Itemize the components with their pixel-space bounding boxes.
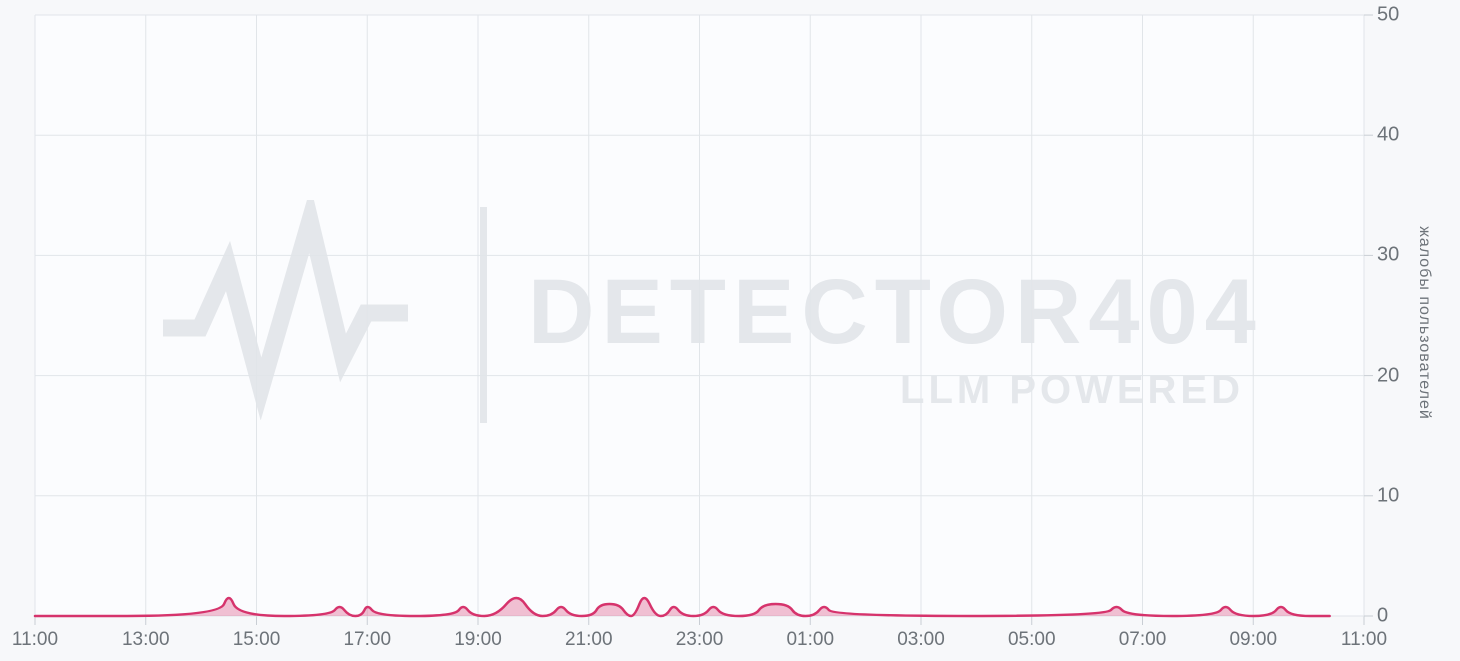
x-tick-label: 21:00	[564, 629, 613, 650]
x-tick-label: 09:00	[1229, 629, 1278, 650]
y-tick-label: 40	[1377, 123, 1400, 146]
y-tick-label: 10	[1377, 484, 1400, 507]
x-tick-label: 01:00	[786, 629, 835, 650]
x-tick-label: 11:00	[11, 629, 59, 650]
x-tick-label: 07:00	[1118, 629, 1167, 650]
y-tick-label: 20	[1377, 364, 1400, 387]
x-tick-label: 15:00	[232, 629, 281, 650]
x-tick-label: 13:00	[121, 629, 170, 650]
x-tick-label: 17:00	[343, 629, 392, 650]
x-tick-label: 03:00	[897, 629, 945, 650]
x-tick-label: 11:00	[1340, 629, 1388, 650]
x-tick-label: 19:00	[454, 629, 502, 650]
y-tick-label: 50	[1377, 3, 1400, 26]
x-tick-label: 23:00	[675, 629, 724, 650]
y-axis-title: жалобы пользователей	[1416, 226, 1433, 420]
y-tick-label: 30	[1377, 243, 1400, 266]
series-line	[33, 596, 1331, 618]
x-tick-label: 05:00	[1007, 629, 1056, 650]
y-tick-label: 0	[1377, 604, 1389, 627]
